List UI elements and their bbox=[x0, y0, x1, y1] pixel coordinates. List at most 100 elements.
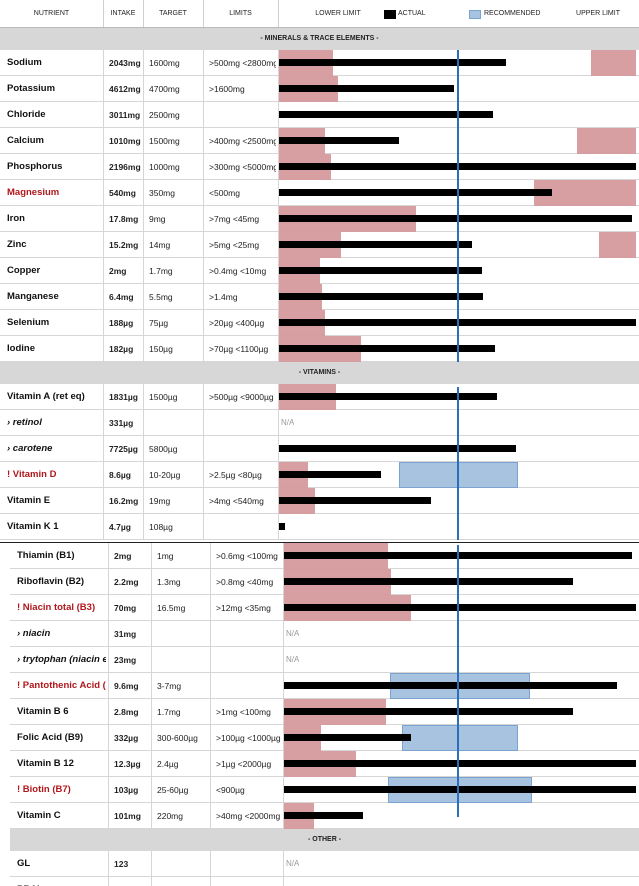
target-value bbox=[149, 410, 201, 436]
actual-intake-bar bbox=[279, 85, 454, 92]
intake-bar-chart: N/A bbox=[279, 410, 636, 436]
actual-intake-bar bbox=[284, 812, 364, 819]
limits-value: >0.6mg <100mg bbox=[216, 551, 278, 561]
actual-intake-bar bbox=[284, 604, 636, 611]
table-header: NUTRIENT INTAKE TARGET LIMITS LOWER LIMI… bbox=[0, 0, 639, 45]
intake-bar-chart bbox=[284, 699, 636, 725]
target-value: 75µg bbox=[149, 318, 169, 328]
intake-bar-chart bbox=[284, 777, 636, 803]
intake-bar-chart bbox=[279, 50, 636, 76]
nutrient-name: ! Vitamin D bbox=[7, 469, 57, 480]
intake-bar-chart bbox=[284, 725, 636, 751]
intake-bar-chart bbox=[279, 488, 636, 514]
intake-bar-chart bbox=[279, 284, 636, 310]
intake-value: 31mg bbox=[114, 629, 137, 639]
intake-value: 2.8mg bbox=[114, 707, 139, 717]
nutrient-name: › trytophan (niacin eq) bbox=[17, 654, 106, 665]
actual-intake-bar bbox=[279, 497, 431, 504]
upper-limit-bar bbox=[598, 232, 636, 258]
limits-value bbox=[209, 514, 276, 540]
target-value: 2500mg bbox=[149, 110, 180, 120]
actual-intake-bar bbox=[279, 59, 506, 66]
target-value: 10-20µg bbox=[149, 470, 181, 480]
not-available-label: N/A bbox=[286, 629, 300, 638]
table-row: Phosphorus 2196mg 1000mg >300mg <5000mg bbox=[0, 154, 639, 180]
limits-value bbox=[216, 673, 281, 699]
table-row: › retinol 331µg N/A bbox=[0, 410, 639, 436]
intake-bar-chart: N/A bbox=[284, 877, 636, 886]
table-row: Iodine 182µg 150µg >70µg <1100µg bbox=[0, 336, 639, 362]
limits-value bbox=[216, 647, 281, 673]
nutrient-name: Thiamin (B1) bbox=[17, 550, 75, 561]
header-nutrient: NUTRIENT bbox=[33, 10, 70, 17]
table-row: Calcium 1010mg 1500mg >400mg <2500mg bbox=[0, 128, 639, 154]
table-row: › trytophan (niacin eq) 23mg N/A bbox=[10, 647, 639, 673]
intake-bar-chart bbox=[279, 514, 636, 540]
intake-value: 17.8mg bbox=[109, 214, 139, 224]
intake-bar-chart: N/A bbox=[284, 621, 636, 647]
target-value: 5.5mg bbox=[149, 292, 173, 302]
limits-value: >2.5µg <80µg bbox=[209, 470, 262, 480]
nutrient-name: › niacin bbox=[17, 628, 51, 639]
actual-intake-bar bbox=[279, 215, 633, 222]
nutrient-name: Manganese bbox=[7, 291, 59, 302]
nutrient-name: Phosphorus bbox=[7, 161, 63, 172]
nutrient-name: GL bbox=[17, 858, 31, 869]
table-row: Vitamin K 1 4.7µg 108µg bbox=[0, 514, 639, 540]
nutrient-name: Zinc bbox=[7, 239, 27, 250]
nutrient-name: Riboflavin (B2) bbox=[17, 576, 85, 587]
target-value: 16.5mg bbox=[157, 603, 186, 613]
table-row: ! Vitamin D 8.6µg 10-20µg >2.5µg <80µg bbox=[0, 462, 639, 488]
table-row: Manganese 6.4mg 5.5mg >1.4mg bbox=[0, 284, 639, 310]
limits-value: >5mg <25mg bbox=[209, 240, 260, 250]
intake-value: 182µg bbox=[109, 344, 134, 354]
intake-value: 103µg bbox=[114, 785, 139, 795]
actual-intake-bar bbox=[279, 189, 553, 196]
header-intake: INTAKE bbox=[110, 10, 136, 17]
limits-value: >20µg <400µg bbox=[209, 318, 265, 328]
limits-value: >70µg <1100µg bbox=[209, 344, 269, 354]
limits-value bbox=[216, 851, 281, 877]
target-value: 1600mg bbox=[149, 58, 180, 68]
table-row: ! Niacin total (B3) 70mg 16.5mg >12mg <35mg bbox=[10, 595, 639, 621]
target-value: 1000mg bbox=[149, 162, 180, 172]
intake-bar-chart bbox=[279, 102, 636, 128]
table-row: › carotene 7725µg 5800µg bbox=[0, 436, 639, 462]
target-value: 2.4µg bbox=[157, 759, 179, 769]
actual-intake-bar bbox=[279, 111, 494, 118]
target-value bbox=[157, 647, 208, 673]
actual-intake-bar bbox=[279, 241, 472, 248]
table-row: ! Biotin (B7) 103µg 25-60µg <900µg bbox=[10, 777, 639, 803]
intake-value: 9.6mg bbox=[114, 681, 139, 691]
intake-bar-chart bbox=[284, 751, 636, 777]
intake-value: 2.2mg bbox=[114, 577, 139, 587]
intake-value: 101mg bbox=[114, 811, 141, 821]
section-header: - OTHER - bbox=[10, 829, 639, 851]
actual-intake-bar bbox=[279, 267, 483, 274]
target-value: 25-60µg bbox=[157, 785, 189, 795]
not-available-label: N/A bbox=[286, 859, 300, 868]
limits-value: >7mg <45mg bbox=[209, 214, 260, 224]
limits-value bbox=[216, 621, 281, 647]
limits-value bbox=[209, 436, 276, 462]
section-header: - MINERALS & TRACE ELEMENTS - bbox=[0, 28, 639, 50]
target-value: 1500µg bbox=[149, 392, 178, 402]
section-header: - VITAMINS - bbox=[0, 362, 639, 384]
limits-value: >1µg <2000µg bbox=[216, 759, 272, 769]
target-value: 1.7mg bbox=[157, 707, 181, 717]
target-value: 150µg bbox=[149, 344, 173, 354]
target-value: 1.7mg bbox=[149, 266, 173, 276]
intake-bar-chart: N/A bbox=[284, 647, 636, 673]
table-row: Iron 17.8mg 9mg >7mg <45mg bbox=[0, 206, 639, 232]
target-reference-line bbox=[457, 50, 459, 362]
intake-value: 2mg bbox=[109, 266, 127, 276]
nutrient-name: Iron bbox=[7, 213, 25, 224]
nutrient-name: Folic Acid (B9) bbox=[17, 732, 84, 743]
intake-bar-chart bbox=[284, 569, 636, 595]
intake-bar-chart bbox=[284, 673, 636, 699]
limits-value: >12mg <35mg bbox=[216, 603, 271, 613]
actual-intake-bar bbox=[284, 708, 573, 715]
nutrient-name: ! Biotin (B7) bbox=[17, 784, 71, 795]
intake-bar-chart bbox=[279, 128, 636, 154]
upper-limit-bar bbox=[577, 128, 636, 154]
